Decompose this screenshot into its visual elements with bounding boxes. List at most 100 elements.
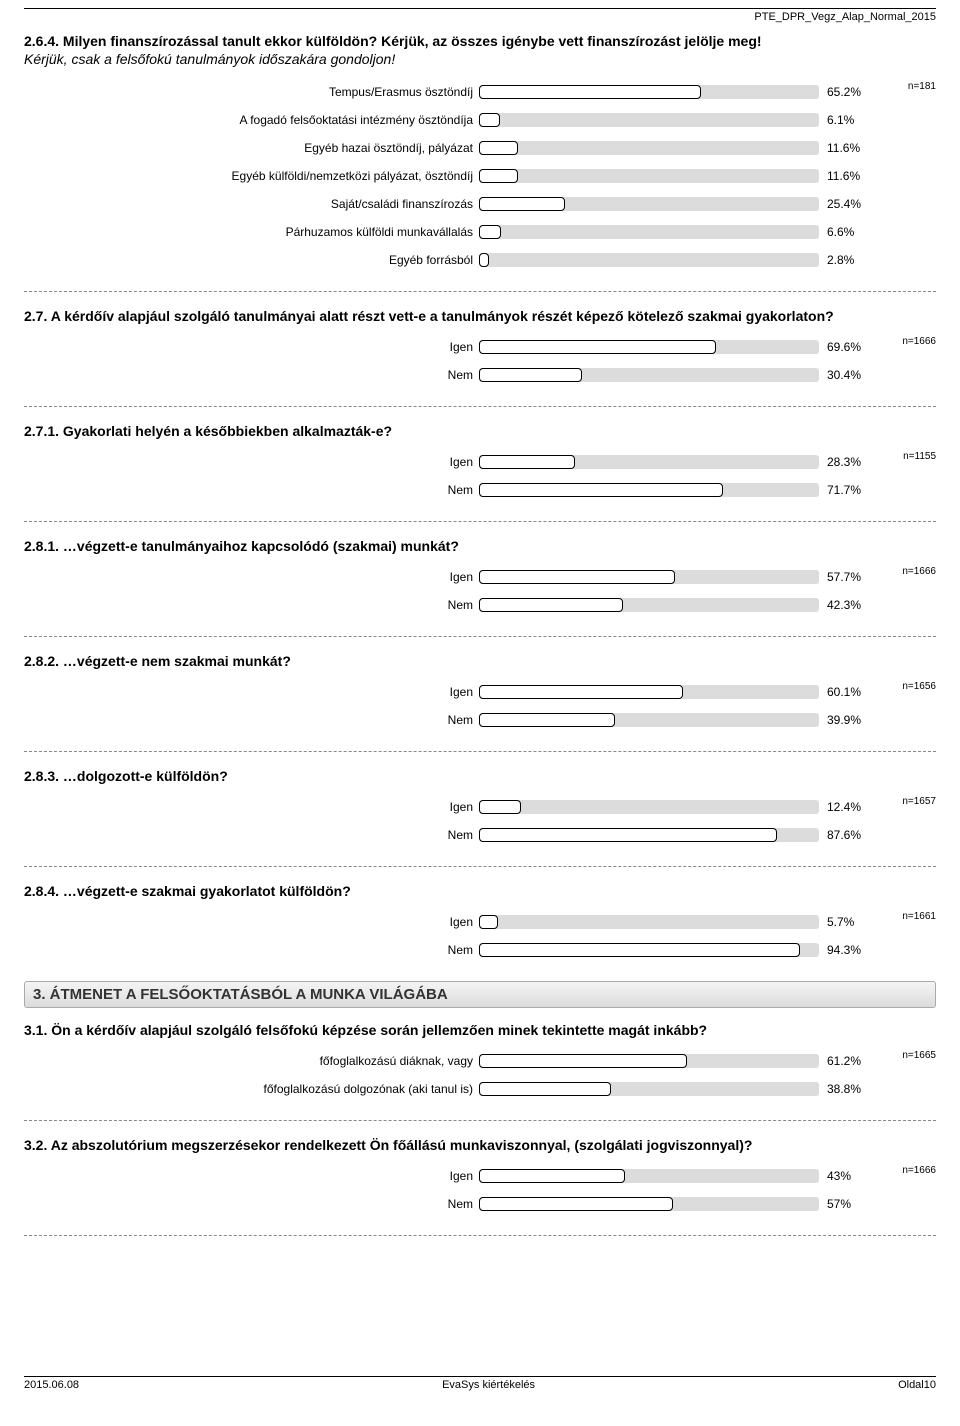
- doc-id: PTE_DPR_Vegz_Alap_Normal_2015: [24, 11, 936, 23]
- n-label: n=1666: [902, 566, 936, 577]
- divider: [24, 1120, 936, 1121]
- bar-track: [479, 1082, 819, 1096]
- bar-fill: [479, 85, 701, 99]
- bar-fill: [479, 943, 800, 957]
- n-label: n=1657: [902, 796, 936, 807]
- section-banner: 3. ÁTMENET A FELSŐOKTATÁSBÓL A MUNKA VIL…: [24, 981, 936, 1008]
- n-label: n=1666: [902, 1165, 936, 1176]
- question-block: 2.8.4. …végzett-e szakmai gyakorlatot kü…: [24, 883, 936, 961]
- bar-value: 28.3%: [819, 455, 879, 469]
- bar-label: Egyéb külföldi/nemzetközi pályázat, öszt…: [24, 169, 479, 183]
- bar-fill: [479, 685, 683, 699]
- divider: [24, 406, 936, 407]
- bar-label: főfoglalkozású dolgozónak (aki tanul is): [24, 1082, 479, 1096]
- bar-track: [479, 197, 819, 211]
- n-label: n=1665: [902, 1050, 936, 1061]
- bar-track: [479, 85, 819, 99]
- divider: [24, 291, 936, 292]
- question-block: 3.1. Ön a kérdőív alapjául szolgáló fels…: [24, 1022, 936, 1100]
- bar-row: Igen 12.4%: [24, 796, 936, 818]
- bar-label: Igen: [24, 685, 479, 699]
- bar-row: Saját/családi finanszírozás25.4%: [24, 193, 936, 215]
- bar-row: Tempus/Erasmus ösztöndíj 65.2%: [24, 81, 936, 103]
- bar-value: 38.8%: [819, 1082, 879, 1096]
- bar-value: 6.6%: [819, 225, 879, 239]
- bar-fill: [479, 713, 615, 727]
- bar-label: Egyéb forrásból: [24, 253, 479, 267]
- bar-value: 12.4%: [819, 800, 879, 814]
- bar-track: [479, 800, 819, 814]
- footer-center: EvaSys kiértékelés: [442, 1379, 535, 1391]
- bar-track: [479, 340, 819, 354]
- divider: [24, 636, 936, 637]
- bar-value: 11.6%: [819, 141, 879, 155]
- n-label: n=1666: [902, 336, 936, 347]
- bar-value: 5.7%: [819, 915, 879, 929]
- n-label: n=1656: [902, 681, 936, 692]
- bar-row: Egyéb forrásból2.8%: [24, 249, 936, 271]
- bar-fill: [479, 1054, 687, 1068]
- bar-track: [479, 570, 819, 584]
- footer-date: 2015.06.08: [24, 1379, 79, 1391]
- bar-track: [479, 113, 819, 127]
- bar-fill: [479, 141, 518, 155]
- bar-row: Egyéb hazai ösztöndíj, pályázat11.6%: [24, 137, 936, 159]
- bar-fill: [479, 800, 521, 814]
- bar-fill: [479, 455, 575, 469]
- question-block: 2.8.3. …dolgozott-e külföldön?n=1657Igen…: [24, 768, 936, 846]
- bar-fill: [479, 1197, 673, 1211]
- bar-value: 60.1%: [819, 685, 879, 699]
- bar-fill: [479, 483, 723, 497]
- bar-track: [479, 713, 819, 727]
- bar-track: [479, 253, 819, 267]
- bar-track: [479, 598, 819, 612]
- bar-value: 6.1%: [819, 113, 879, 127]
- question-block: 2.8.2. …végzett-e nem szakmai munkát? n=1…: [24, 653, 936, 731]
- divider: [24, 866, 936, 867]
- bar-value: 87.6%: [819, 828, 879, 842]
- bar-fill: [479, 915, 498, 929]
- question-block: 2.8.1. …végzett-e tanulmányaihoz kapcsol…: [24, 538, 936, 616]
- bar-label: Nem: [24, 943, 479, 957]
- divider: [24, 521, 936, 522]
- bar-track: [479, 1197, 819, 1211]
- bar-label: Igen: [24, 570, 479, 584]
- bar-label: főfoglalkozású diáknak, vagy: [24, 1054, 479, 1068]
- bar-label: Igen: [24, 340, 479, 354]
- bar-row: Nem30.4%: [24, 364, 936, 386]
- bar-track: [479, 1054, 819, 1068]
- bar-label: Tempus/Erasmus ösztöndíj: [24, 85, 479, 99]
- bar-label: Igen: [24, 455, 479, 469]
- question-title: 2.8.1. …végzett-e tanulmányaihoz kapcsol…: [24, 538, 936, 554]
- question-title: 2.8.4. …végzett-e szakmai gyakorlatot kü…: [24, 883, 936, 899]
- bar-track: [479, 685, 819, 699]
- question-title: 3.1. Ön a kérdőív alapjául szolgáló fels…: [24, 1022, 936, 1038]
- bar-row: Igen 60.1%: [24, 681, 936, 703]
- question-title: 2.8.2. …végzett-e nem szakmai munkát?: [24, 653, 936, 669]
- question-block: 2.7. A kérdőív alapjául szolgáló tanulmá…: [24, 308, 936, 386]
- bar-row: Igen43%: [24, 1165, 936, 1187]
- bar-value: 42.3%: [819, 598, 879, 612]
- bar-row: Nem71.7%: [24, 479, 936, 501]
- bar-fill: [479, 570, 675, 584]
- bar-fill: [479, 828, 777, 842]
- bar-row: Nem94.3%: [24, 939, 936, 961]
- bar-label: Igen: [24, 800, 479, 814]
- bar-track: [479, 943, 819, 957]
- bar-track: [479, 455, 819, 469]
- bar-row: főfoglalkozású diáknak, vagy61.2%: [24, 1050, 936, 1072]
- bar-label: Igen: [24, 1169, 479, 1183]
- bar-label: A fogadó felsőoktatási intézmény ösztönd…: [24, 113, 479, 127]
- bar-value: 65.2%: [819, 85, 879, 99]
- bar-track: [479, 828, 819, 842]
- bar-label: Nem: [24, 598, 479, 612]
- bar-row: Nem87.6%: [24, 824, 936, 846]
- bar-fill: [479, 1082, 611, 1096]
- bar-label: Nem: [24, 713, 479, 727]
- bar-label: Nem: [24, 483, 479, 497]
- bar-track: [479, 225, 819, 239]
- bar-row: Nem39.9%: [24, 709, 936, 731]
- divider: [24, 751, 936, 752]
- question-title: 2.6.4. Milyen finanszírozással tanult ek…: [24, 33, 936, 49]
- bar-fill: [479, 113, 500, 127]
